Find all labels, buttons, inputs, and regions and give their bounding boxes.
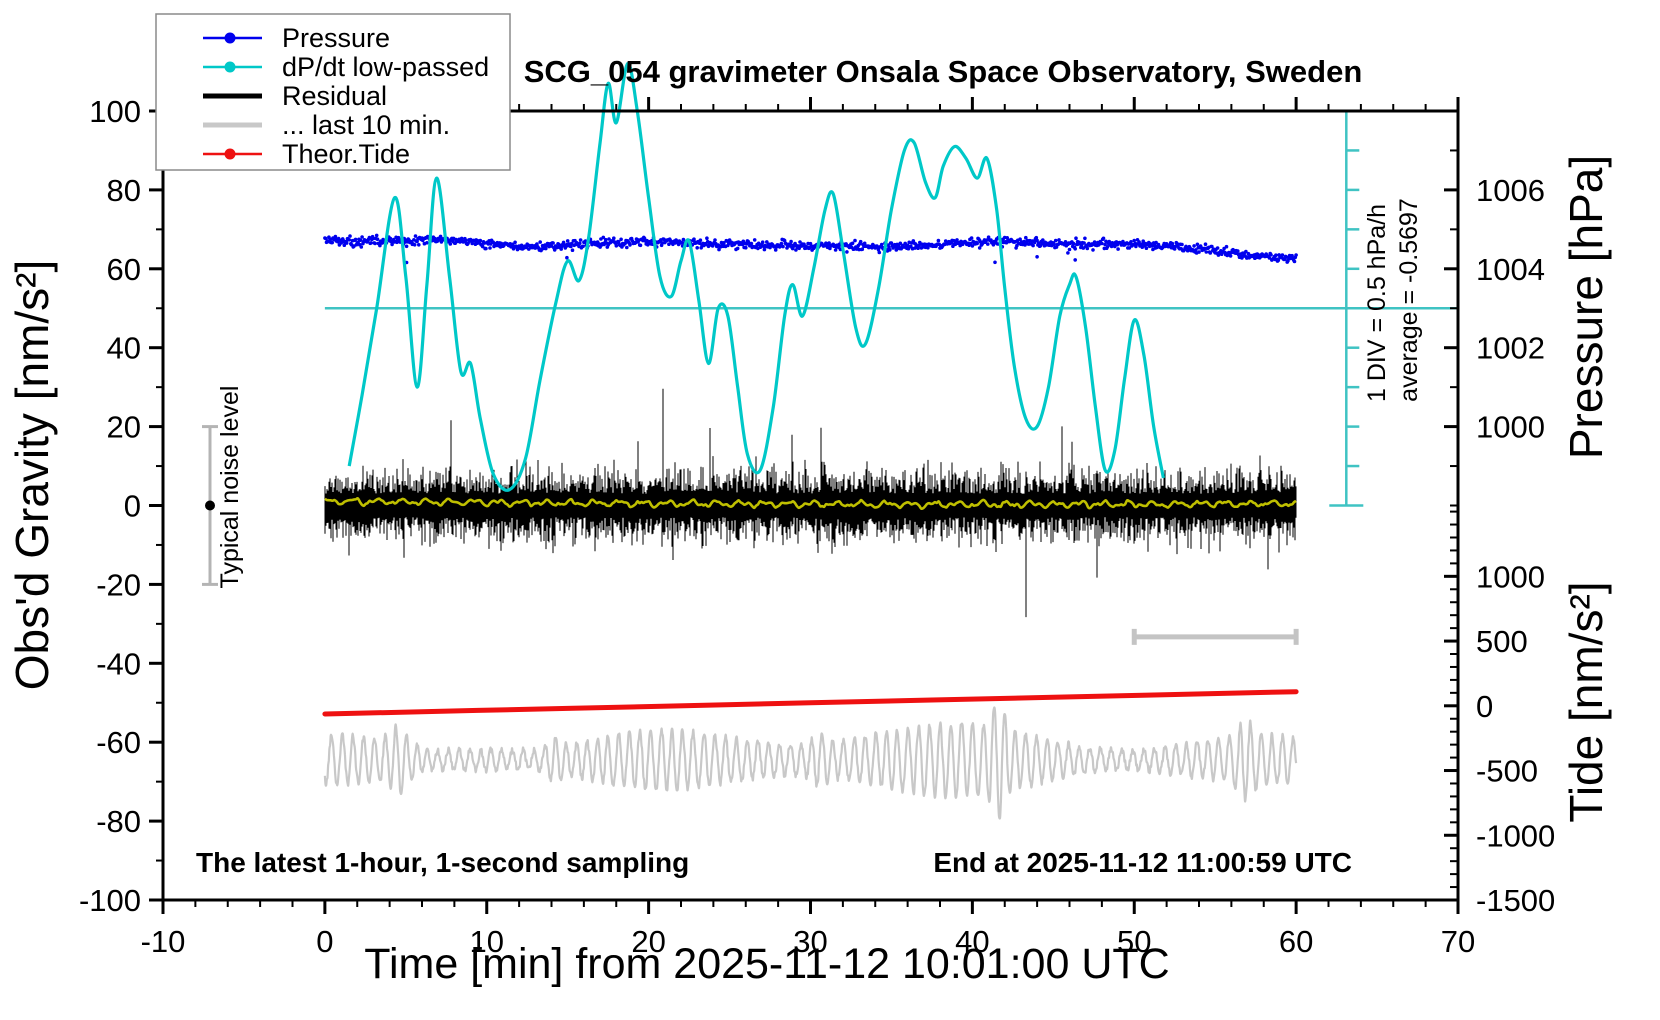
y-axis-label-gravity: Obs'd Gravity [nm/s²] [6,260,58,691]
tick-label: 40 [955,924,989,959]
tick-label: 1002 [1476,331,1545,366]
tick-label: 500 [1476,624,1528,659]
legend-label-pressure: Pressure [282,23,390,53]
legend: Pressure dP/dt low-passed Residual ... l… [155,13,511,171]
series-layer [202,62,1458,820]
x-axis-label: Time [min] from 2025-11-12 10:01:00 UTC [364,940,1169,988]
legend-dot-tide [224,148,236,160]
tick-label: 40 [107,331,141,366]
tick-label: 0 [316,924,333,959]
sampling-note: The latest 1-hour, 1-second sampling [196,847,689,878]
tick-label: 0 [1476,689,1493,724]
tick-label: 1006 [1476,173,1545,208]
legend-label-tide: Theor.Tide [282,139,410,169]
legend-dot-dpdt [224,61,236,73]
series-last10min [323,706,1298,820]
tick-label: 1000 [1476,559,1545,594]
tick-label: -80 [96,804,141,839]
tick-label: 1004 [1476,252,1545,287]
tick-label: 20 [631,924,665,959]
tick-label: -40 [96,646,141,681]
tick-label: -1500 [1476,883,1555,918]
last10min-extent-bar [1131,628,1299,645]
tick-label: 100 [89,94,141,129]
tick-label: 30 [793,924,827,959]
axis-tick-labels: -10 0 10 20 30 40 50 60 70-100-80-60-40-20020406… [79,94,1555,959]
y-axis-label-tide: Tide [nm/s²] [1560,581,1612,822]
legend-box [155,13,511,171]
tick-label: -20 [96,567,141,602]
tick-label: 60 [1279,924,1313,959]
tick-label: -500 [1476,754,1538,789]
tick-label: 0 [124,489,141,524]
series-theor-tide [322,689,1299,717]
y-axis-label-pressure: Pressure [hPa] [1560,155,1612,459]
typical-noise-level-marker [202,425,218,586]
noise-level-note: Typical noise level [216,386,244,589]
legend-item-tide: Theor.Tide [203,139,410,169]
tick-label: -100 [79,883,141,918]
tick-label: 1000 [1476,410,1545,445]
legend-label-dpdt: dP/dt low-passed [282,52,489,82]
series-pressure [323,233,1298,265]
legend-item-last10: ... last 10 min. [203,110,450,140]
tick-label: -1000 [1476,818,1555,853]
tick-label: 50 [1117,924,1151,959]
tick-label: 60 [107,252,141,287]
chart-title: SCG_054 gravimeter Onsala Space Observat… [524,54,1363,89]
legend-item-residual: Residual [203,81,387,111]
series-dpdt-lowpassed [347,62,1165,492]
tick-label: 10 [470,924,504,959]
tick-label: 20 [107,410,141,445]
axes-layer: -10 0 10 20 30 40 50 60 70-100-80-60-40-20020406… [79,94,1555,959]
legend-dot-pressure [224,32,236,44]
legend-label-last10: ... last 10 min. [282,110,450,140]
axis-ticks [149,97,1460,914]
legend-label-residual: Residual [282,81,387,111]
tick-label: -60 [96,725,141,760]
end-time-note: End at 2025-11-12 11:00:59 UTC [933,847,1352,878]
div-scale-note: 1 DIV = 0.5 hPa/h [1363,204,1391,402]
tick-label: -10 [141,924,186,959]
tick-label: 80 [107,173,141,208]
legend-item-dpdt: dP/dt low-passed [203,52,489,82]
average-note: average = -0.5697 [1395,198,1423,402]
legend-item-pressure: Pressure [203,23,390,53]
series-residual-lowpassed [324,497,1297,511]
tick-label: 70 [1441,924,1475,959]
